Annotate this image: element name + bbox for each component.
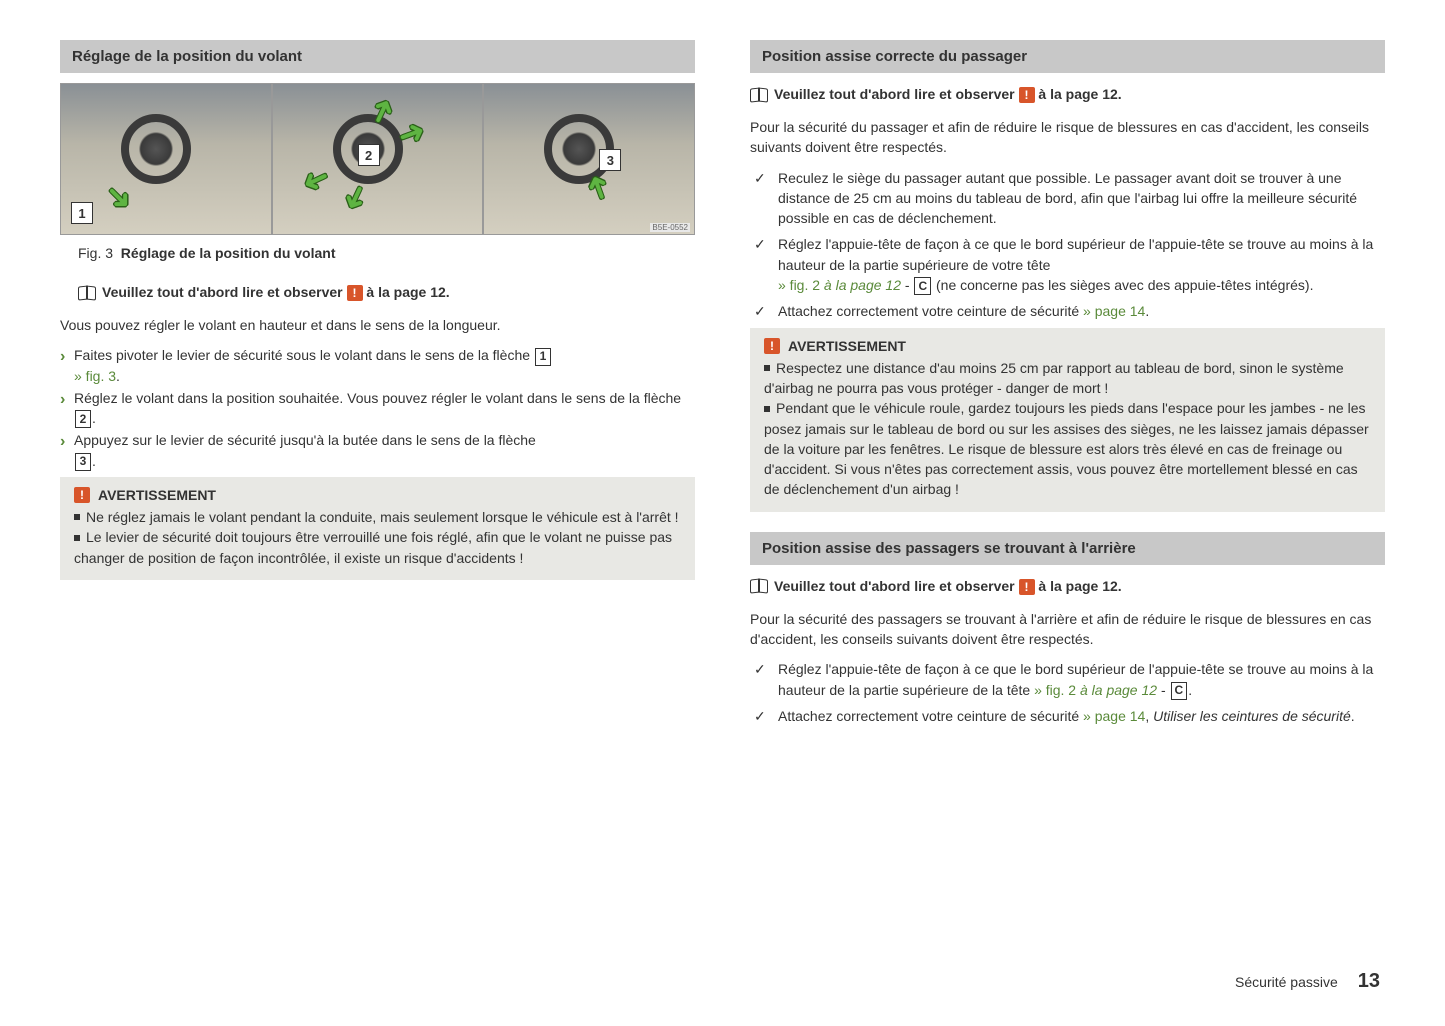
num-ref: 1 (535, 348, 551, 366)
figure-title: Réglage de la position du volant (121, 245, 336, 261)
warning-text: Le levier de sécurité doit toujours être… (74, 529, 672, 565)
figure-label: Fig. 3 (78, 245, 113, 261)
num-ref: 3 (75, 453, 91, 471)
fig-link[interactable]: » fig. 2 (1034, 682, 1076, 698)
warning-label: AVERTISSEMENT (788, 338, 906, 354)
figure-images: ➜ 1 ➜ ➜ ➜ ➜ 2 ➜ 3 B5E-0552 (60, 83, 695, 235)
left-column: Réglage de la position du volant ➜ 1 ➜ ➜… (60, 40, 695, 950)
section-header-steering: Réglage de la position du volant (60, 40, 695, 73)
intro-text: Pour la sécurité du passager et afin de … (750, 115, 1385, 168)
read-first-text: Veuillez tout d'abord lire et observer (774, 578, 1015, 594)
warning-text: Pendant que le véhicule roule, gardez to… (764, 400, 1369, 497)
read-first-page: à la page 12. (1038, 578, 1121, 594)
figure-3: ➜ 1 ➜ ➜ ➜ ➜ 2 ➜ 3 B5E-0552 (60, 83, 695, 273)
figure-panel-number: 1 (71, 202, 93, 224)
warning-title: ! AVERTISSEMENT (74, 487, 681, 503)
figure-code: B5E-0552 (650, 223, 690, 232)
fig-link[interactable]: » fig. 3 (74, 368, 116, 384)
right-column: Position assise correcte du passager Veu… (750, 40, 1385, 950)
check-item: Attachez correctement votre ceinture de … (750, 706, 1385, 726)
warning-label: AVERTISSEMENT (98, 487, 216, 503)
steering-wheel-graphic (121, 114, 191, 184)
check-text: Réglez l'appuie-tête de façon à ce que l… (778, 236, 1373, 272)
read-first-notice: Veuillez tout d'abord lire et observer !… (60, 281, 695, 313)
warning-box: ! AVERTISSEMENT Respectez une distance d… (750, 328, 1385, 512)
num-ref: 2 (75, 410, 91, 428)
step-item: Faites pivoter le levier de sécurité sou… (60, 345, 695, 386)
footer-page-number: 13 (1358, 970, 1380, 993)
exclamation-icon: ! (1019, 579, 1035, 595)
letter-ref: C (914, 277, 931, 295)
exclamation-icon: ! (347, 285, 363, 301)
step-item: Réglez le volant dans la position souhai… (60, 388, 695, 429)
book-icon (78, 286, 96, 300)
page-link[interactable]: » page 14 (1083, 303, 1145, 319)
read-first-page: à la page 12. (366, 284, 449, 300)
step-text: Réglez le volant dans la position souhai… (74, 390, 681, 406)
step-text: Appuyez sur le levier de sécurité jusqu'… (74, 432, 536, 448)
warning-text: Respectez une distance d'au moins 25 cm … (764, 360, 1344, 396)
page-link[interactable]: » page 14 (1083, 708, 1145, 724)
fig-link[interactable]: » fig. 2 (778, 277, 820, 293)
warning-text: Ne réglez jamais le volant pendant la co… (86, 509, 679, 525)
rear-passenger-checklist: Réglez l'appuie-tête de façon à ce que l… (750, 659, 1385, 726)
check-item: Attachez correctement votre ceinture de … (750, 301, 1385, 321)
intro-text: Vous pouvez régler le volant en hauteur … (60, 313, 695, 345)
check-text: Attachez correctement votre ceinture de … (778, 303, 1083, 319)
letter-ref: C (1171, 682, 1188, 700)
figure-panel-1: ➜ 1 (61, 84, 271, 234)
exclamation-icon: ! (1019, 87, 1035, 103)
check-item: Réglez l'appuie-tête de façon à ce que l… (750, 234, 1385, 295)
arrow-icon: ➜ (96, 174, 142, 220)
read-first-text: Veuillez tout d'abord lire et observer (774, 86, 1015, 102)
page-ref: à la page 12 (820, 277, 901, 293)
page-ref: à la page 12 (1076, 682, 1157, 698)
page-footer: Sécurité passive 13 (60, 970, 1385, 993)
intro-text: Pour la sécurité des passagers se trouva… (750, 607, 1385, 660)
read-first-notice: Veuillez tout d'abord lire et observer !… (750, 575, 1385, 607)
book-icon (750, 579, 768, 593)
section-header-passenger: Position assise correcte du passager (750, 40, 1385, 73)
steps-list: Faites pivoter le levier de sécurité sou… (60, 345, 695, 471)
figure-panel-2: ➜ ➜ ➜ ➜ 2 (273, 84, 483, 234)
check-text: (ne concerne pas les sièges avec des app… (932, 277, 1313, 293)
step-text: Faites pivoter le levier de sécurité sou… (74, 347, 534, 363)
check-item: Reculez le siège du passager autant que … (750, 168, 1385, 229)
figure-caption: Fig. 3 Réglage de la position du volant (60, 235, 695, 273)
check-item: Réglez l'appuie-tête de façon à ce que l… (750, 659, 1385, 700)
section-header-rear-passenger: Position assise des passagers se trouvan… (750, 532, 1385, 565)
warning-body: Ne réglez jamais le volant pendant la co… (74, 507, 681, 568)
book-icon (750, 88, 768, 102)
figure-panel-number: 3 (599, 149, 621, 171)
link-title: Utiliser les ceintures de sécurité (1153, 708, 1351, 724)
footer-section-name: Sécurité passive (1235, 974, 1338, 990)
square-bullet-icon (764, 406, 770, 412)
read-first-page: à la page 12. (1038, 86, 1121, 102)
read-first-text: Veuillez tout d'abord lire et observer (102, 284, 343, 300)
square-bullet-icon (74, 535, 80, 541)
page-container: Réglage de la position du volant ➜ 1 ➜ ➜… (60, 40, 1385, 950)
square-bullet-icon (74, 514, 80, 520)
warning-title: ! AVERTISSEMENT (764, 338, 1371, 354)
figure-panel-3: ➜ 3 (484, 84, 694, 234)
arrow-icon: ➜ (333, 178, 379, 218)
exclamation-icon: ! (764, 338, 780, 354)
read-first-notice: Veuillez tout d'abord lire et observer !… (750, 83, 1385, 115)
warning-box: ! AVERTISSEMENT Ne réglez jamais le vola… (60, 477, 695, 580)
exclamation-icon: ! (74, 487, 90, 503)
passenger-checklist: Reculez le siège du passager autant que … (750, 168, 1385, 322)
arrow-icon: ➜ (296, 158, 336, 204)
square-bullet-icon (764, 365, 770, 371)
figure-panel-number: 2 (358, 144, 380, 166)
check-text: Reculez le siège du passager autant que … (778, 170, 1357, 227)
step-item: Appuyez sur le levier de sécurité jusqu'… (60, 430, 695, 471)
warning-body: Respectez une distance d'au moins 25 cm … (764, 358, 1371, 500)
